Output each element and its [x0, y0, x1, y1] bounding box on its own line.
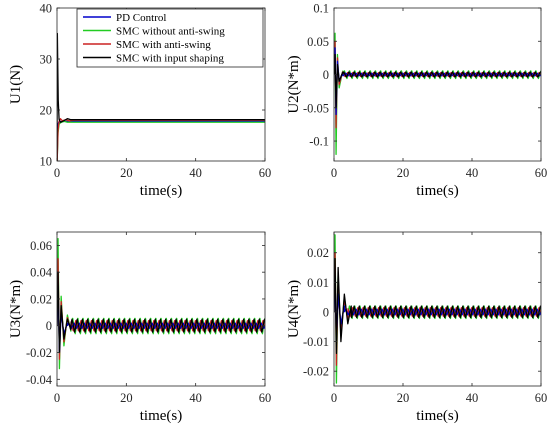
x-tick-label: 0: [331, 166, 337, 180]
y-tick-label: 0.01: [307, 276, 329, 290]
x-tick-label: 60: [259, 391, 272, 405]
x-tick-label: 40: [466, 166, 479, 180]
legend-entry-label: SMC with input shaping: [116, 53, 224, 65]
y-tick-label: 0.1: [313, 2, 329, 16]
y-tick-label: 20: [40, 104, 53, 118]
x-tick-label: 20: [397, 166, 410, 180]
y-tick-label: -0.1: [309, 135, 329, 149]
y-axis-label: U3(N*m): [8, 280, 24, 338]
series-group: [57, 238, 265, 370]
x-tick-label: 0: [331, 391, 337, 405]
axes-frame: [56, 231, 266, 387]
y-tick-label: 0.02: [307, 246, 329, 260]
y-tick-label: 0.04: [30, 266, 53, 280]
x-tick-label: 0: [54, 391, 60, 405]
plot-area: [334, 8, 541, 161]
plot-area: [57, 232, 265, 386]
y-tick-label: 0.02: [30, 292, 52, 306]
x-tick-label: 20: [120, 166, 133, 180]
legend-entry-label: PD Control: [116, 12, 166, 24]
x-tick-label: 60: [535, 391, 548, 405]
y-tick-label: -0.04: [26, 373, 53, 387]
y-axis-label: U1(N): [8, 65, 24, 104]
axes-frame: [56, 7, 266, 162]
series-group: [334, 32, 541, 155]
y-tick-label: 0: [323, 68, 329, 82]
y-tick-label: 0: [323, 305, 329, 319]
y-axis-label: U4(N*m): [286, 280, 302, 338]
axes-frame: [333, 7, 542, 162]
y-tick-label: -0.02: [303, 365, 329, 379]
x-axis-label: time(s): [140, 183, 183, 199]
legend-entry-label: SMC with anti-swing: [116, 39, 211, 51]
series-line-smc-with-input-shaping: [334, 258, 541, 355]
subplot-2: 0 20 40 60 -0.1 -0.05 0 0.05 0.1 time(s) U2(N*m): [286, 2, 547, 200]
x-tick-label: 40: [189, 166, 202, 180]
y-tick-label: 0.05: [307, 35, 329, 49]
series-line-smc-with-input-shaping: [57, 32, 265, 161]
y-tick-label: 0: [46, 319, 52, 333]
x-tick-label: 40: [189, 391, 202, 405]
series-line-smc-with-input-shaping: [57, 271, 265, 354]
x-axis-label: time(s): [416, 408, 459, 424]
subplot-4: 0 20 40 60 -0.02 -0.01 0 0.01 0.02 time(s) U4(N*m): [286, 231, 548, 424]
x-tick-label: 20: [397, 391, 410, 405]
legend-entry-label: SMC without anti-swing: [116, 26, 225, 38]
x-axis-label: time(s): [140, 408, 183, 424]
y-tick-label: -0.02: [26, 346, 52, 360]
y-axis-label: U2(N*m): [286, 55, 302, 113]
y-tick-label: 30: [40, 53, 53, 67]
x-tick-label: 40: [466, 391, 479, 405]
x-tick-label: 60: [535, 166, 548, 180]
subplot-3: 0 20 40 60 -0.04 -0.02 0 0.02 0.04 0.06 time(s) U3(…: [8, 231, 272, 424]
x-tick-label: 0: [54, 166, 60, 180]
y-tick-label: 10: [40, 155, 53, 169]
x-tick-label: 60: [259, 166, 272, 180]
x-axis-label: time(s): [416, 183, 459, 199]
y-tick-label: 0.06: [30, 239, 52, 253]
y-tick-label: -0.05: [303, 101, 329, 115]
series-line-smc-with-input-shaping: [334, 53, 541, 109]
axes-frame: [333, 231, 542, 387]
series-group: [334, 234, 541, 384]
x-tick-label: 20: [120, 391, 133, 405]
y-tick-label: -0.01: [303, 335, 329, 349]
y-tick-label: 40: [40, 2, 53, 16]
